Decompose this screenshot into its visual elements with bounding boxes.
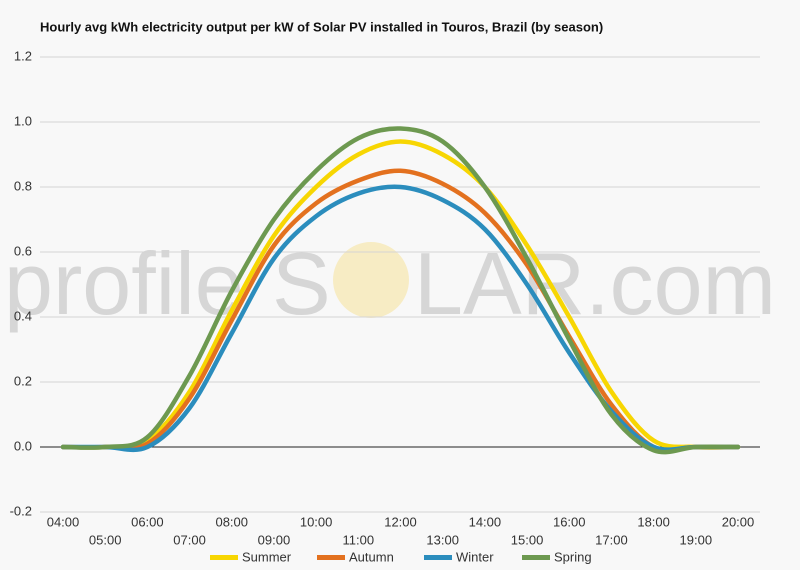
x-tick-label: 04:00 (47, 514, 80, 529)
watermark-text: LAR.com (414, 234, 776, 333)
x-tick-label: 10:00 (300, 514, 333, 529)
legend-label: Spring (554, 549, 592, 564)
legend-swatch (210, 555, 238, 560)
series-line (60, 126, 741, 455)
legend-swatch (424, 555, 452, 560)
x-tick-label: 19:00 (680, 532, 713, 547)
x-tick-label: 06:00 (131, 514, 164, 529)
legend-label: Summer (242, 549, 292, 564)
x-tick-label: 16:00 (553, 514, 586, 529)
watermark-text: profile (4, 234, 244, 333)
y-tick-label: 1.2 (14, 48, 32, 63)
x-tick-label: 08:00 (215, 514, 248, 529)
chart-title: Hourly avg kWh electricity output per kW… (40, 19, 603, 34)
y-tick-label: 1.0 (14, 113, 32, 128)
x-tick-label: 18:00 (637, 514, 670, 529)
y-tick-label: 0.0 (14, 438, 32, 453)
x-tick-label: 13:00 (426, 532, 459, 547)
x-tick-label: 17:00 (595, 532, 628, 547)
legend-label: Autumn (349, 549, 394, 564)
x-tick-label: 20:00 (722, 514, 755, 529)
series-line (60, 184, 741, 453)
x-tick-label: 11:00 (343, 532, 375, 547)
x-tick-label: 14:00 (469, 514, 502, 529)
legend-label: Winter (456, 549, 494, 564)
legend-swatch (522, 555, 550, 560)
y-tick-label: 0.6 (14, 243, 32, 258)
y-tick-label: -0.2 (10, 503, 32, 518)
y-tick-label: 0.4 (14, 308, 32, 323)
series-line (60, 139, 741, 450)
y-tick-label: 0.2 (14, 373, 32, 388)
x-tick-label: 05:00 (89, 532, 122, 547)
x-tick-label: 12:00 (384, 514, 417, 529)
y-tick-label: 0.8 (14, 178, 32, 193)
series-line (60, 168, 741, 453)
watermark-sun (333, 242, 409, 318)
x-tick-label: 15:00 (511, 532, 544, 547)
x-tick-label: 07:00 (173, 532, 206, 547)
legend-swatch (317, 555, 345, 560)
x-tick-label: 09:00 (258, 532, 291, 547)
